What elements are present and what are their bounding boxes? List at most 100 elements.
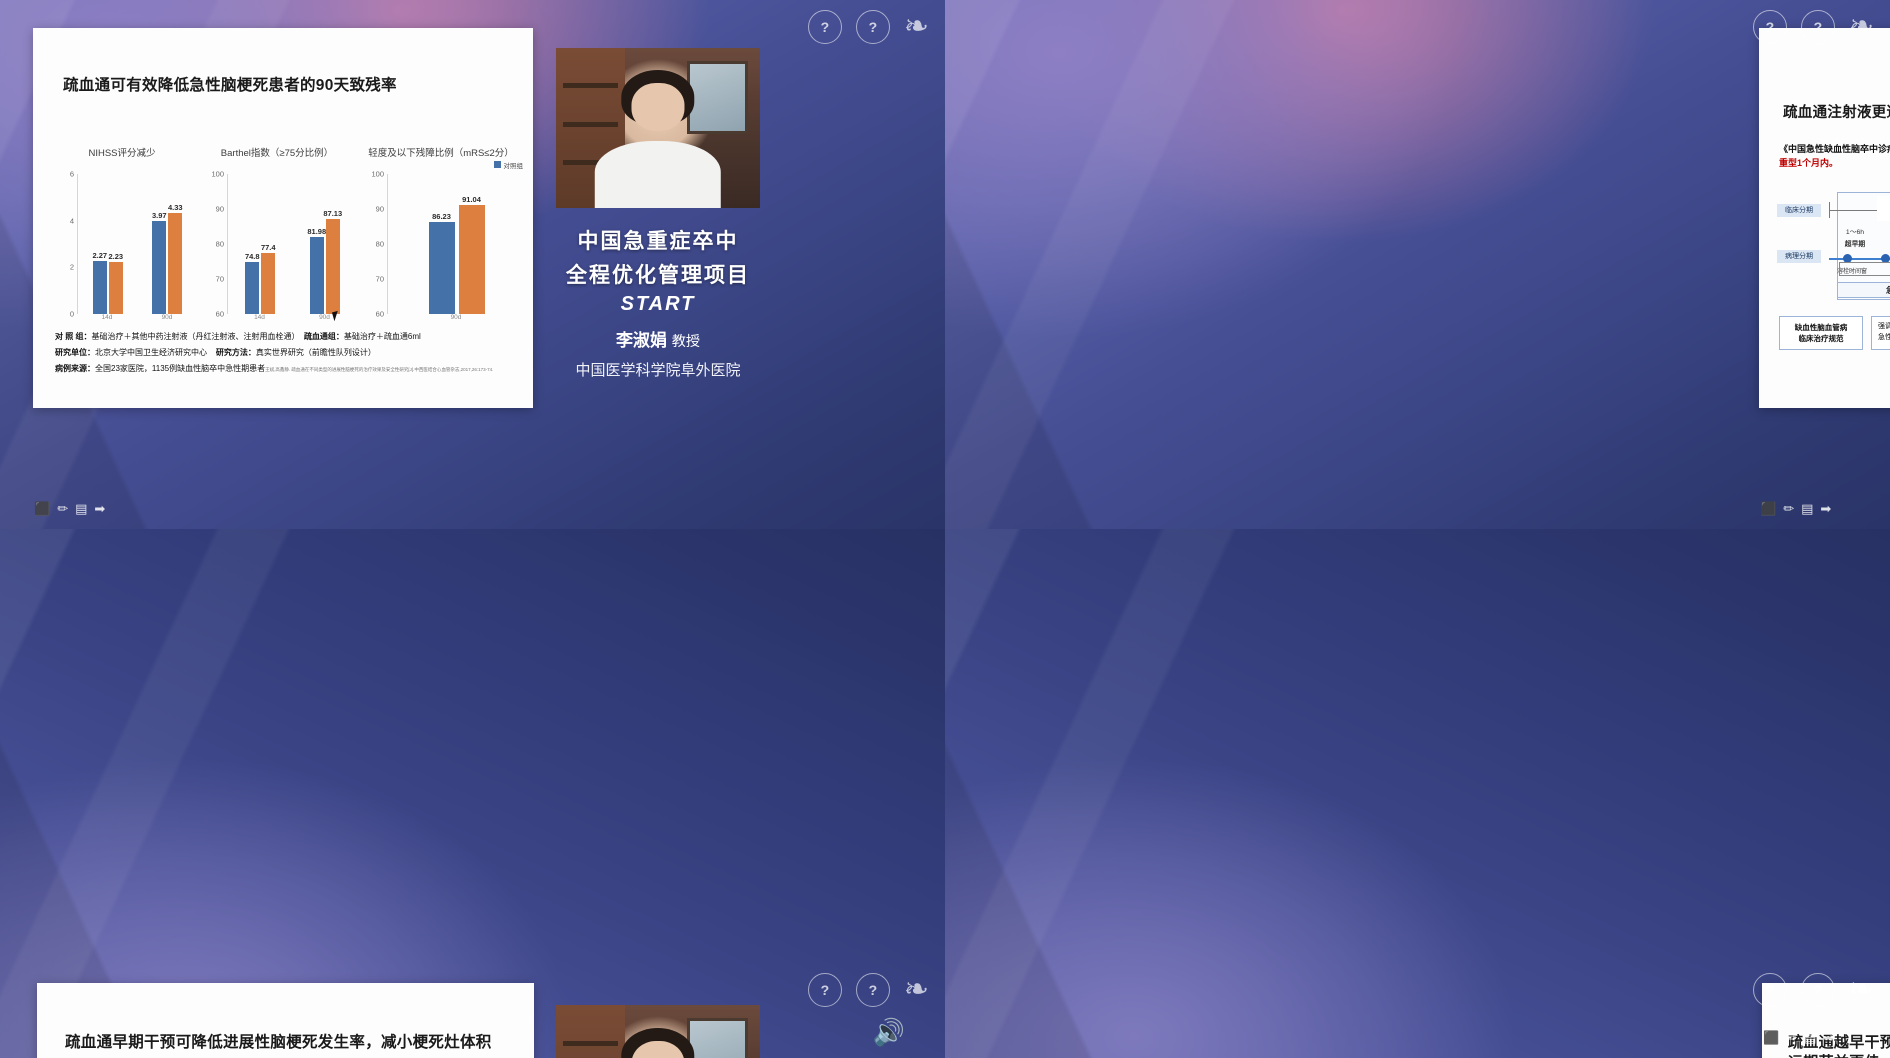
slide-2-paragraph: 《中国急性缺血性脑卒中诊疗指南2018》指出，缺血性脑卒中急性期的时间一般指发病… bbox=[1779, 144, 1890, 168]
watermark-badge-1-label: ? bbox=[820, 19, 830, 35]
slide-4-title-line-2: 远期获益更佳 bbox=[1788, 1053, 1890, 1058]
pen-icon[interactable]: ✏ bbox=[1783, 501, 1795, 516]
watermark-logos: ? ? ❧ bbox=[1752, 10, 1874, 44]
slide-2-box-left: 缺血性脑血管病 临床治疗规范 bbox=[1779, 316, 1863, 350]
presenter-name: 李淑娟 bbox=[615, 331, 667, 350]
watermark-badge-2-label: ? bbox=[868, 19, 878, 35]
bar-group: 86.23 91.04 bbox=[428, 174, 485, 314]
watermark-badge-1-icon: ? bbox=[807, 973, 842, 1007]
video-pane-2[interactable]: ? ? ❧ 疏血通注射液更适用于急性期缺血性脑卒中患者的治疗 《中国急性缺血性脑… bbox=[945, 0, 1890, 529]
watermark-badge-2-icon: ? bbox=[1800, 973, 1835, 1007]
watermark-logos: ? ? ❧ bbox=[1752, 972, 1874, 1007]
slide-toolbar-1[interactable]: ⬛ ✏ ▤ ➡ bbox=[34, 502, 105, 515]
timeline-stage: 早期 bbox=[1881, 226, 1890, 248]
bar-sxt-90d: 87.13 bbox=[323, 209, 342, 314]
presenter-video-1[interactable] bbox=[556, 48, 760, 208]
slide-2-source: 《中国缺血性脑卒中急性期诊疗指导规范》，国家卫生计生委脑卒中防治工程委员会，20… bbox=[1759, 362, 1890, 370]
chart-barthel: Barthel指数（≥75分比例） 100 90 80 70 60 bbox=[197, 148, 357, 328]
chart-mrs-yaxis: 100 90 80 70 60 bbox=[371, 169, 384, 319]
chart-mrs-legend: 对照组 bbox=[493, 160, 523, 170]
timeline-clinical-label: 临床分期 bbox=[1777, 204, 1821, 217]
presenter-org: 中国医学科学院阜外医院 bbox=[575, 362, 741, 379]
bookshelf-backdrop bbox=[556, 1005, 626, 1058]
pin-icon[interactable]: ⬛ bbox=[1763, 1030, 1780, 1045]
arrow-icon[interactable]: ➡ bbox=[1823, 1030, 1835, 1045]
brand-line-1: 中国急重症卒中 bbox=[577, 229, 739, 253]
bar-group: 74.8 77.4 bbox=[245, 174, 276, 314]
bar-control-14d: 2.27 bbox=[92, 251, 107, 314]
video-pane-1[interactable]: ? ? ❧ 疏血通可有效降低急性脑梗死患者的90天致残率 NIHSS评分减少 6… bbox=[0, 0, 945, 529]
timeline-banner: 急性期可使用疏血通注射液 bbox=[1837, 282, 1890, 298]
chart-mrs-plot: 86.23 91.04 bbox=[387, 174, 525, 314]
watermark-logos: ? ? ❧ bbox=[807, 9, 929, 44]
chart-nihss: NIHSS评分减少 6 4 2 0 2.27 2.2 bbox=[47, 148, 197, 328]
timeline-acute-label: 急性期 bbox=[1877, 196, 1890, 221]
brand-line-2: 全程优化管理项目 bbox=[566, 263, 750, 287]
pin-icon[interactable]: ⬛ bbox=[34, 501, 51, 516]
note-icon[interactable]: ▤ bbox=[1801, 501, 1814, 516]
bar-control-90d: 86.23 bbox=[428, 212, 455, 314]
slide-toolbar-2[interactable]: ⬛ ✏ ▤ ➡ bbox=[1760, 502, 1831, 515]
watermark-badge-1-icon: ? bbox=[1752, 10, 1787, 44]
pin-icon[interactable]: ⬛ bbox=[1760, 501, 1777, 516]
chart-barthel-yaxis: 100 90 80 70 60 bbox=[211, 169, 224, 319]
box-right-line-1: 强调措施：早期诊断、早期治疗、早期康复和早期预防再发 bbox=[1878, 323, 1890, 330]
bar-sxt-14d: 2.23 bbox=[108, 252, 123, 314]
presenter-title: 教授 bbox=[671, 334, 701, 350]
timeline-axis-arrow bbox=[1829, 258, 1890, 260]
watermark-logos: ? ? ❧ bbox=[807, 972, 929, 1007]
bar-sxt-14d: 77.4 bbox=[261, 243, 276, 314]
chart-barthel-title: Barthel指数（≥75分比例） bbox=[220, 148, 334, 159]
speaker-icon[interactable]: 🔊 bbox=[872, 1017, 905, 1047]
chart-mrs-title: 轻度及以下残障比例（mRS≤2分） bbox=[368, 148, 514, 159]
slide-1-footnotes: 对 照 组：基础治疗＋其他中药注射液（丹红注射液、注射用血栓通） 疏血通组：基础… bbox=[55, 331, 523, 374]
slide-4-title-line-1: 疏血通越早干预患者远期疗效越好，用药天数越长（足疗程） bbox=[1788, 1034, 1890, 1051]
slide-3[interactable]: 疏血通早期干预可降低进展性脑梗死发生率，减小梗死灶体积 进展性卒中发生率（%） … bbox=[37, 983, 534, 1058]
slide-toolbar-4[interactable]: ⬛ ✏ ▤ ➡ bbox=[1763, 1031, 1834, 1044]
presenter-image bbox=[556, 1005, 760, 1058]
timeline-thrombolysis-label: 溶栓时间窗 bbox=[1837, 269, 1868, 275]
bar-sxt-90d: 91.04 bbox=[458, 195, 485, 314]
slide-1-title: 疏血通可有效降低急性脑梗死患者的90天致残率 bbox=[63, 77, 397, 94]
bar-control-90d: 81.98 bbox=[307, 227, 326, 314]
pane-background bbox=[0, 529, 945, 1058]
chart-nihss-yaxis: 6 4 2 0 bbox=[69, 169, 74, 319]
slide-2-title: 疏血通注射液更适用于急性期缺血性脑卒中患者的治疗 bbox=[1783, 105, 1890, 121]
bar-group: 3.97 4.33 bbox=[152, 174, 183, 314]
timeline-stage: 1～6h 超早期 bbox=[1844, 229, 1866, 248]
watermark-leaf-icon: ❧ bbox=[903, 972, 929, 1007]
footnote-row: 病例来源：全国23家医院，1135例缺血性脑卒中急性期患者王斌,高鑫静. 疏血通… bbox=[55, 364, 494, 373]
bar-group: 2.27 2.23 bbox=[92, 174, 123, 314]
chart-nihss-title: NIHSS评分减少 bbox=[88, 148, 156, 159]
footnote-row: 对 照 组：基础治疗＋其他中药注射液（丹红注射液、注射用血栓通） 疏血通组：基础… bbox=[55, 332, 421, 341]
presenter-video-3[interactable] bbox=[556, 1005, 760, 1058]
timeline-pathology-label: 病理分期 bbox=[1777, 250, 1821, 263]
arrow-icon[interactable]: ➡ bbox=[1820, 501, 1832, 516]
bar-control-90d: 3.97 bbox=[152, 211, 167, 314]
slide-2[interactable]: 疏血通注射液更适用于急性期缺血性脑卒中患者的治疗 《中国急性缺血性脑卒中诊疗指南… bbox=[1759, 28, 1890, 408]
presenter-face bbox=[631, 83, 685, 132]
brand-start: START bbox=[620, 293, 696, 315]
xtick: 90d bbox=[450, 314, 462, 321]
note-icon[interactable]: ▤ bbox=[75, 501, 88, 516]
chart-barthel-plot: 74.8 77.4 81.98 87.13 bbox=[227, 174, 357, 314]
bar-sxt-90d: 4.33 bbox=[168, 203, 183, 314]
arrow-icon[interactable]: ➡ bbox=[94, 501, 106, 516]
watermark-badge-2-icon: ? bbox=[855, 973, 890, 1007]
video-pane-4[interactable]: ? ? ❧ 疏血通越早干预患者远期疗效越好，用药天数越长（足疗程） 远期获益更佳… bbox=[945, 529, 1890, 1058]
watermark-leaf-icon: ❧ bbox=[1848, 972, 1874, 1007]
xtick: 14d bbox=[254, 314, 265, 321]
watermark-badge-1-icon: ? bbox=[807, 10, 842, 44]
pen-icon[interactable]: ✏ bbox=[57, 501, 69, 516]
xtick: 90d bbox=[319, 314, 330, 321]
note-icon[interactable]: ▤ bbox=[1804, 1030, 1817, 1045]
video-pane-3[interactable]: ? ? ❧ 疏血通早期干预可降低进展性脑梗死发生率，减小梗死灶体积 进展性卒中发… bbox=[0, 529, 945, 1058]
pen-icon[interactable]: ✏ bbox=[1786, 1030, 1798, 1045]
slide-1-charts: NIHSS评分减少 6 4 2 0 2.27 2.2 bbox=[47, 148, 525, 328]
pane-background bbox=[945, 529, 1890, 1058]
slide-1[interactable]: 疏血通可有效降低急性脑梗死患者的90天致残率 NIHSS评分减少 6 4 2 0 bbox=[33, 28, 533, 408]
watermark-leaf-icon: ❧ bbox=[903, 9, 929, 44]
window-backdrop bbox=[686, 60, 748, 135]
